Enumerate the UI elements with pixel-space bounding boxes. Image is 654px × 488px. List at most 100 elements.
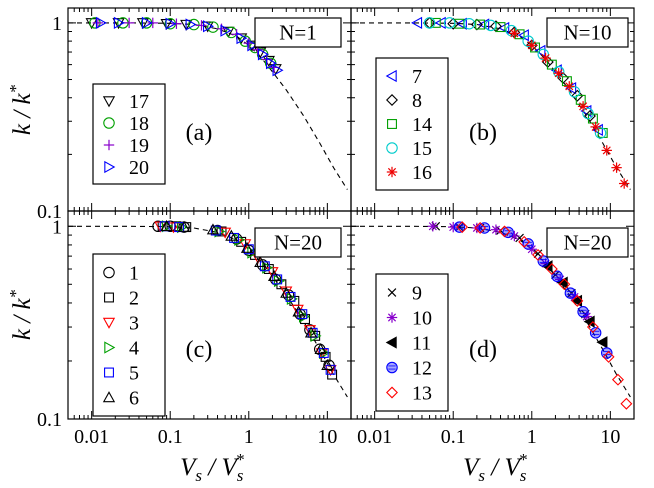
legend-marker [103, 117, 115, 129]
data-point [534, 44, 546, 58]
legend-label: 12 [412, 358, 432, 380]
legend-label: 11 [412, 333, 431, 355]
data-point [577, 306, 589, 318]
panel-title-box [546, 227, 629, 258]
data-point [297, 309, 308, 320]
plot-area [351, 16, 631, 190]
legend-label: 20 [129, 157, 149, 179]
legend-marker [102, 96, 116, 108]
data-point [618, 178, 630, 189]
data-point [265, 57, 278, 70]
data-point [185, 18, 197, 31]
data-point [509, 28, 520, 39]
reference-curve [351, 225, 631, 398]
panel-d: 0.01 0.1 1 10 N=20 (d) 9 10 11 12 13 [350, 210, 635, 448]
data-point [596, 336, 608, 349]
data-point [92, 17, 104, 29]
data-point [95, 16, 107, 30]
legend-marker [386, 312, 398, 323]
plot-frame [350, 210, 635, 420]
data-point [272, 274, 283, 285]
data-point [575, 94, 586, 105]
data-point [540, 52, 551, 64]
plot-area [68, 16, 348, 190]
plot-area [68, 219, 348, 398]
data-point [430, 17, 441, 28]
legend-marker [102, 317, 116, 329]
tick-marks [350, 8, 635, 212]
data-point [530, 42, 541, 53]
data-point [478, 222, 491, 234]
data-point [161, 220, 173, 233]
data-point [611, 373, 624, 386]
panels-layer: 0.11 N=1(a)17181920N=10(b)781415160.110.0… [37, 7, 635, 448]
data-point [280, 286, 293, 298]
data-point [571, 89, 584, 102]
data-point [611, 162, 622, 173]
data-point [532, 248, 544, 261]
data-point [304, 326, 318, 338]
data-point [564, 81, 575, 92]
data-point [196, 20, 207, 31]
legend-marker [104, 292, 114, 303]
data-point [236, 31, 248, 45]
x-tick-label: 0.01 [357, 426, 392, 448]
data-point [453, 221, 466, 233]
legend-marker [386, 166, 398, 178]
data-point [207, 21, 219, 33]
data-point [314, 342, 327, 354]
data-point [298, 310, 311, 323]
data-point [558, 278, 571, 291]
legend-label: 7 [412, 66, 422, 88]
panel-annotation: (a) [186, 120, 213, 146]
data-point [240, 241, 254, 253]
legend-label: 15 [412, 138, 432, 160]
data-point [509, 230, 520, 242]
data-point [571, 294, 583, 308]
data-point [498, 225, 511, 238]
legend-label: 1 [129, 263, 139, 285]
legend-label: 9 [412, 283, 422, 305]
data-point [247, 39, 259, 52]
data-point [423, 17, 436, 29]
legend-box [92, 253, 166, 417]
axis-labels-layer: k / k* k / k* Vs / Vs* Vs / Vs* [6, 84, 527, 485]
y-tick-label: 0.1 [37, 201, 62, 223]
legend: 1 2 3 4 5 6 [92, 253, 166, 417]
legend-marker [104, 341, 116, 354]
data-point [160, 219, 173, 231]
data-point [571, 294, 584, 307]
legend-marker [104, 367, 114, 378]
data-point [470, 18, 483, 31]
data-point [427, 221, 439, 232]
data-point [475, 19, 486, 30]
panel-title-box [254, 17, 342, 48]
panel-title: N=20 [274, 231, 322, 255]
panel-title-box [546, 17, 629, 48]
legend-label: 2 [129, 288, 139, 310]
data-point [463, 17, 476, 30]
data-point [484, 19, 497, 32]
data-point [443, 17, 456, 29]
data-point [553, 68, 564, 79]
data-point [321, 358, 334, 370]
data-point [590, 121, 601, 133]
legend-marker [385, 69, 397, 83]
data-point [257, 48, 269, 61]
tick-marks [67, 8, 352, 212]
y-axis-title: k / k* [6, 84, 36, 135]
data-point [589, 327, 602, 339]
legend-label: 16 [412, 162, 432, 184]
legend-label: 8 [412, 90, 422, 112]
legend-marker [104, 160, 116, 174]
legend-label: 17 [129, 91, 149, 113]
x-tick-label: 1 [244, 426, 254, 448]
x-tick-label: 0.01 [74, 426, 109, 448]
data-point [546, 59, 557, 70]
x-tick-label: 0.1 [441, 426, 466, 448]
legend-marker [386, 142, 398, 154]
data-point [515, 233, 524, 243]
x-tick-label: 10 [600, 426, 620, 448]
data-point [601, 145, 612, 156]
